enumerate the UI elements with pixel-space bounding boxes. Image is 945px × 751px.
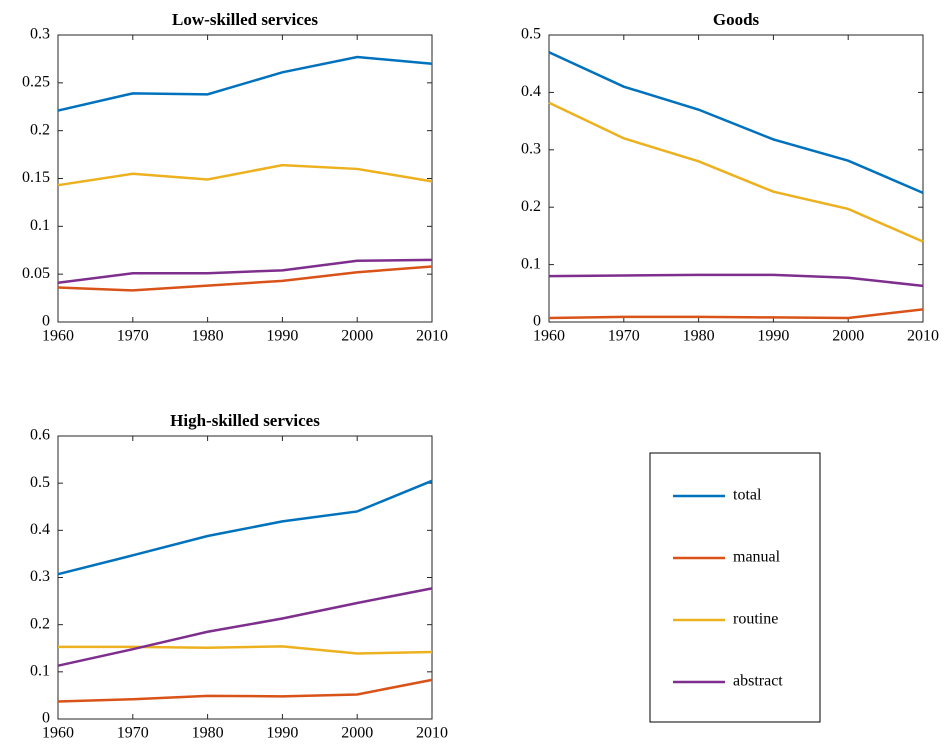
y-tick-label: 0.2 (30, 121, 50, 138)
legend-label: abstract (733, 673, 783, 690)
series-line (57, 163, 433, 187)
x-tick-label: 1980 (192, 328, 224, 345)
x-tick-label: 1960 (533, 328, 565, 345)
y-tick-label: 0.05 (22, 265, 50, 282)
y-tick-label: 0.25 (22, 74, 50, 91)
series-line (548, 101, 924, 243)
legend-box (649, 452, 821, 723)
x-tick-label: 1980 (683, 328, 715, 345)
legend-label: total (733, 487, 762, 504)
x-tick-label: 1990 (266, 328, 298, 345)
y-tick-label: 0.5 (521, 26, 541, 43)
y-tick-label: 0.3 (30, 26, 50, 43)
x-tick-label: 1970 (117, 328, 149, 345)
plot-frame (57, 435, 433, 720)
y-tick-label: 0.6 (30, 427, 50, 444)
series-line (57, 265, 433, 292)
x-tick-label: 2000 (341, 725, 373, 742)
x-tick-label: 1970 (608, 328, 640, 345)
x-tick-label: 1960 (42, 725, 74, 742)
x-tick-label: 2000 (832, 328, 864, 345)
y-tick-label: 0.1 (30, 217, 50, 234)
series-line (548, 308, 924, 320)
series-line (57, 479, 433, 576)
chart-title: High-skilled services (170, 411, 320, 430)
y-tick-label: 0.1 (30, 663, 50, 680)
y-tick-label: 0 (42, 710, 50, 727)
y-tick-label: 0.4 (30, 521, 50, 538)
x-tick-label: 2010 (907, 328, 939, 345)
y-tick-label: 0.15 (22, 169, 50, 186)
series-line (57, 587, 433, 667)
y-tick-label: 0.3 (521, 140, 541, 157)
series-line (57, 678, 433, 703)
x-tick-label: 2010 (416, 725, 448, 742)
plot-frame (57, 34, 433, 323)
y-tick-label: 0.1 (521, 255, 541, 272)
plot-frame (548, 34, 924, 323)
y-tick-label: 0.2 (30, 615, 50, 632)
legend-label: manual (733, 549, 781, 566)
series-line (548, 273, 924, 288)
y-tick-label: 0.2 (521, 198, 541, 215)
y-tick-label: 0 (42, 313, 50, 330)
x-tick-label: 1970 (117, 725, 149, 742)
x-tick-label: 2000 (341, 328, 373, 345)
x-tick-label: 1990 (266, 725, 298, 742)
y-tick-label: 0 (533, 313, 541, 330)
y-tick-label: 0.3 (30, 568, 50, 585)
chart-title: Goods (713, 10, 760, 29)
x-tick-label: 1990 (757, 328, 789, 345)
x-tick-label: 1960 (42, 328, 74, 345)
chart-title: Low-skilled services (172, 10, 318, 29)
x-tick-label: 1980 (192, 725, 224, 742)
series-line (57, 55, 433, 112)
y-tick-label: 0.5 (30, 474, 50, 491)
series-line (57, 258, 433, 285)
series-line (58, 645, 433, 655)
series-line (548, 51, 924, 194)
y-tick-label: 0.4 (521, 83, 541, 100)
legend-label: routine (733, 611, 778, 628)
x-tick-label: 2010 (416, 328, 448, 345)
